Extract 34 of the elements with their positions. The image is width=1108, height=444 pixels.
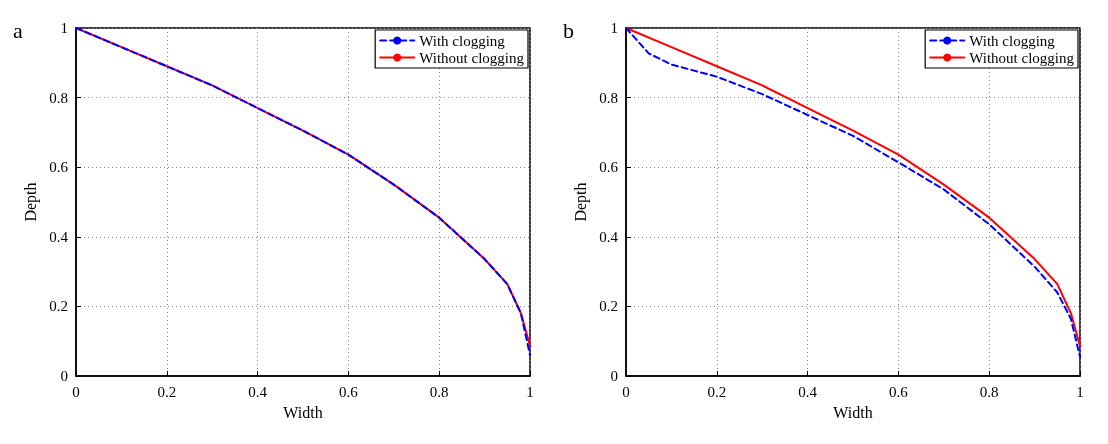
- x-tick-label: 0.8: [429, 383, 449, 400]
- y-tick-label: 0.2: [599, 298, 618, 315]
- x-tick-label: 0.6: [339, 383, 359, 400]
- x-tick-label: 1: [526, 383, 534, 400]
- y-axis-title: Depth: [21, 182, 40, 222]
- y-tick-label: 0.4: [49, 228, 69, 245]
- x-tick-label: 0.6: [889, 383, 909, 400]
- x-axis-title: Width: [833, 403, 873, 421]
- x-tick-label: 1: [1076, 383, 1084, 400]
- y-tick-label: 0: [60, 368, 68, 384]
- y-tick-label: 1: [60, 20, 68, 36]
- y-tick-label: 0.2: [49, 298, 68, 315]
- y-tick-label: 0.8: [49, 89, 68, 106]
- x-tick-label: 0.8: [979, 383, 999, 400]
- x-tick-label: 0.2: [157, 383, 177, 400]
- y-tick-label: 1: [610, 20, 618, 36]
- y-tick-label: 0.6: [49, 159, 69, 176]
- y-tick-label: 0.4: [599, 228, 619, 245]
- y-axis-title: Depth: [571, 182, 590, 222]
- chart-title: b: [563, 17, 574, 43]
- legend-label: Without clogging: [419, 49, 525, 66]
- y-tick-label: 0: [610, 368, 618, 384]
- y-tick-label: 0.8: [599, 89, 618, 106]
- x-tick-label: 0.2: [707, 383, 727, 400]
- legend-label: With clogging: [969, 32, 1056, 49]
- legend-label: Without clogging: [969, 49, 1075, 66]
- x-tick-label: 0: [72, 383, 80, 400]
- x-tick-label: 0: [622, 383, 630, 400]
- x-tick-label: 0.4: [798, 383, 818, 400]
- chart-title: a: [13, 17, 23, 43]
- y-tick-label: 0.6: [599, 159, 619, 176]
- x-tick-label: 0.4: [248, 383, 268, 400]
- legend-label: With clogging: [419, 32, 506, 49]
- x-axis-title: Width: [283, 403, 323, 421]
